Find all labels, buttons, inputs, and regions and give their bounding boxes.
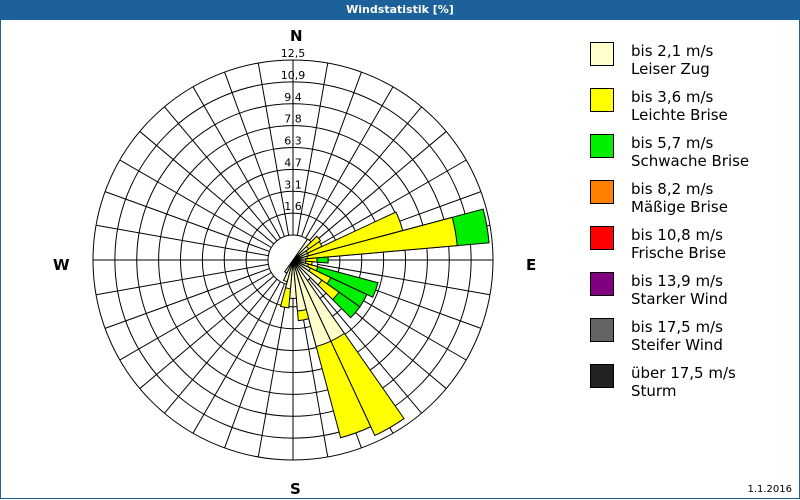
legend-swatch xyxy=(590,88,614,112)
legend-swatch xyxy=(590,180,614,204)
wind-sector-segment xyxy=(292,259,332,348)
legend-label: bis 3,6 m/s Leichte Brise xyxy=(631,88,728,124)
svg-text:1,6: 1,6 xyxy=(284,200,302,213)
legend-swatch xyxy=(590,272,614,296)
svg-text:9,4: 9,4 xyxy=(284,91,302,104)
compass-south-label: S xyxy=(290,480,301,498)
window-title: Windstatistik [%] xyxy=(0,0,800,20)
date-label: 1.1.2016 xyxy=(747,484,792,495)
svg-text:12,5: 12,5 xyxy=(281,47,306,60)
legend-label: über 17,5 m/s Sturm xyxy=(631,364,736,400)
svg-text:7,8: 7,8 xyxy=(284,113,302,126)
legend-swatch xyxy=(590,318,614,342)
legend-label: bis 13,9 m/s Starker Wind xyxy=(631,272,728,308)
svg-text:6,3: 6,3 xyxy=(284,135,302,148)
wind-sector-segment xyxy=(292,259,323,286)
wind-sector-segment xyxy=(292,259,307,312)
legend-label: bis 17,5 m/s Steifer Wind xyxy=(631,318,723,354)
compass-north-label: N xyxy=(290,27,303,45)
legend-label: bis 2,1 m/s Leiser Zug xyxy=(631,42,714,78)
legend-swatch xyxy=(590,42,614,66)
legend-swatch xyxy=(590,364,614,388)
compass-west-label: W xyxy=(53,256,70,274)
compass-east-label: E xyxy=(526,256,537,274)
wind-sector-segment xyxy=(292,216,458,261)
legend-swatch xyxy=(590,226,614,250)
legend-swatch xyxy=(590,134,614,158)
legend-label: bis 8,2 m/s Mäßige Brise xyxy=(631,180,728,216)
svg-text:3,1: 3,1 xyxy=(284,178,302,191)
wind-sector-segment xyxy=(284,259,294,274)
legend-label: bis 5,7 m/s Schwache Brise xyxy=(631,134,750,170)
legend-label: bis 10,8 m/s Frische Brise xyxy=(631,226,727,262)
svg-text:10,9: 10,9 xyxy=(281,69,306,82)
svg-text:4,7: 4,7 xyxy=(284,156,302,169)
